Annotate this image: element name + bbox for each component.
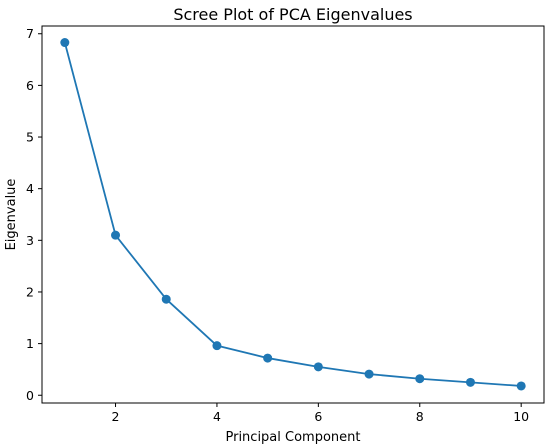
y-tick-label: 1: [26, 336, 34, 351]
x-tick-label: 8: [416, 409, 424, 424]
data-point-8: [415, 374, 425, 384]
y-tick-label: 6: [26, 78, 34, 93]
y-tick-label: 2: [26, 284, 34, 299]
x-tick-label: 10: [513, 409, 529, 424]
y-tick-label: 0: [26, 388, 34, 403]
data-point-7: [364, 369, 374, 379]
x-tick-label: 2: [112, 409, 120, 424]
y-tick-label: 5: [26, 130, 34, 145]
plot-area: [41, 25, 545, 404]
data-point-5: [263, 353, 273, 363]
y-tick-label: 4: [26, 181, 34, 196]
data-point-4: [212, 341, 222, 351]
y-axis: 0 1 2 3 4 5 6 7: [26, 26, 42, 403]
data-point-2: [111, 230, 121, 240]
data-point-6: [313, 362, 323, 372]
x-tick-label: 6: [314, 409, 322, 424]
data-point-9: [465, 377, 475, 387]
data-point-10: [516, 381, 526, 391]
series-layer: [60, 38, 526, 391]
x-axis: 2 4 6 8 10: [112, 403, 529, 424]
chart-title: Scree Plot of PCA Eigenvalues: [173, 5, 412, 24]
x-tick-label: 4: [213, 409, 221, 424]
x-axis-label: Principal Component: [225, 430, 360, 445]
y-tick-label: 7: [26, 26, 34, 41]
y-tick-label: 3: [26, 233, 34, 248]
data-point-1: [60, 38, 70, 48]
data-point-3: [161, 294, 171, 304]
series-line: [63, 42, 522, 387]
y-axis-label: Eigenvalue: [4, 179, 19, 251]
